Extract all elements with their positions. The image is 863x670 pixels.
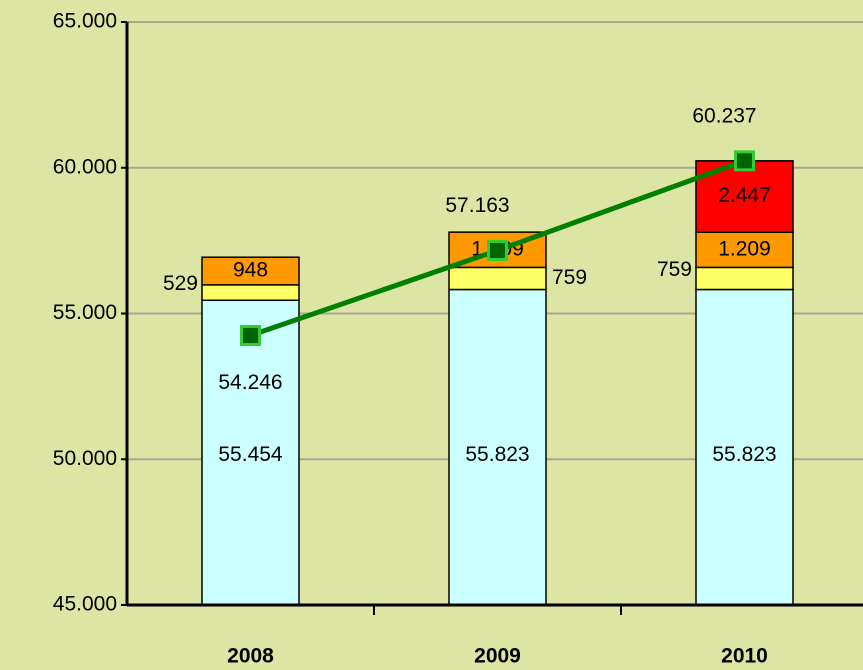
- data-label: 57.163: [445, 194, 509, 217]
- x-tick-label: 2008: [227, 645, 274, 668]
- data-label: 55.823: [712, 443, 776, 466]
- data-label: 529: [163, 272, 198, 295]
- data-label: 60.237: [692, 104, 756, 127]
- bar-segment: [695, 231, 794, 269]
- data-label: 2.447: [718, 184, 771, 207]
- y-tick-label: 65.000: [53, 10, 117, 33]
- x-tick-label: 2009: [474, 645, 521, 668]
- data-label: 1.209: [718, 237, 771, 260]
- data-label: 54.246: [218, 371, 282, 394]
- line-marker: [487, 239, 508, 261]
- y-tick-label: 60.000: [53, 155, 117, 178]
- data-label: 759: [552, 266, 587, 289]
- line-marker: [240, 324, 261, 346]
- bar-segment: [201, 299, 300, 606]
- bar-segment: [695, 288, 794, 606]
- bar-segment: [201, 284, 300, 302]
- data-label: 759: [657, 258, 692, 281]
- data-label: 948: [233, 259, 268, 282]
- y-tick-label: 55.000: [53, 301, 117, 324]
- bar-segment: [201, 256, 300, 286]
- bar-segment: [695, 266, 794, 291]
- data-label: 55.823: [465, 443, 529, 466]
- y-tick-label: 50.000: [53, 447, 117, 470]
- y-tick-label: 45.000: [53, 593, 117, 616]
- data-label: 55.454: [218, 443, 283, 466]
- line-marker: [734, 150, 755, 172]
- x-tick-label: 2010: [721, 645, 768, 668]
- bar-segment: [448, 266, 547, 291]
